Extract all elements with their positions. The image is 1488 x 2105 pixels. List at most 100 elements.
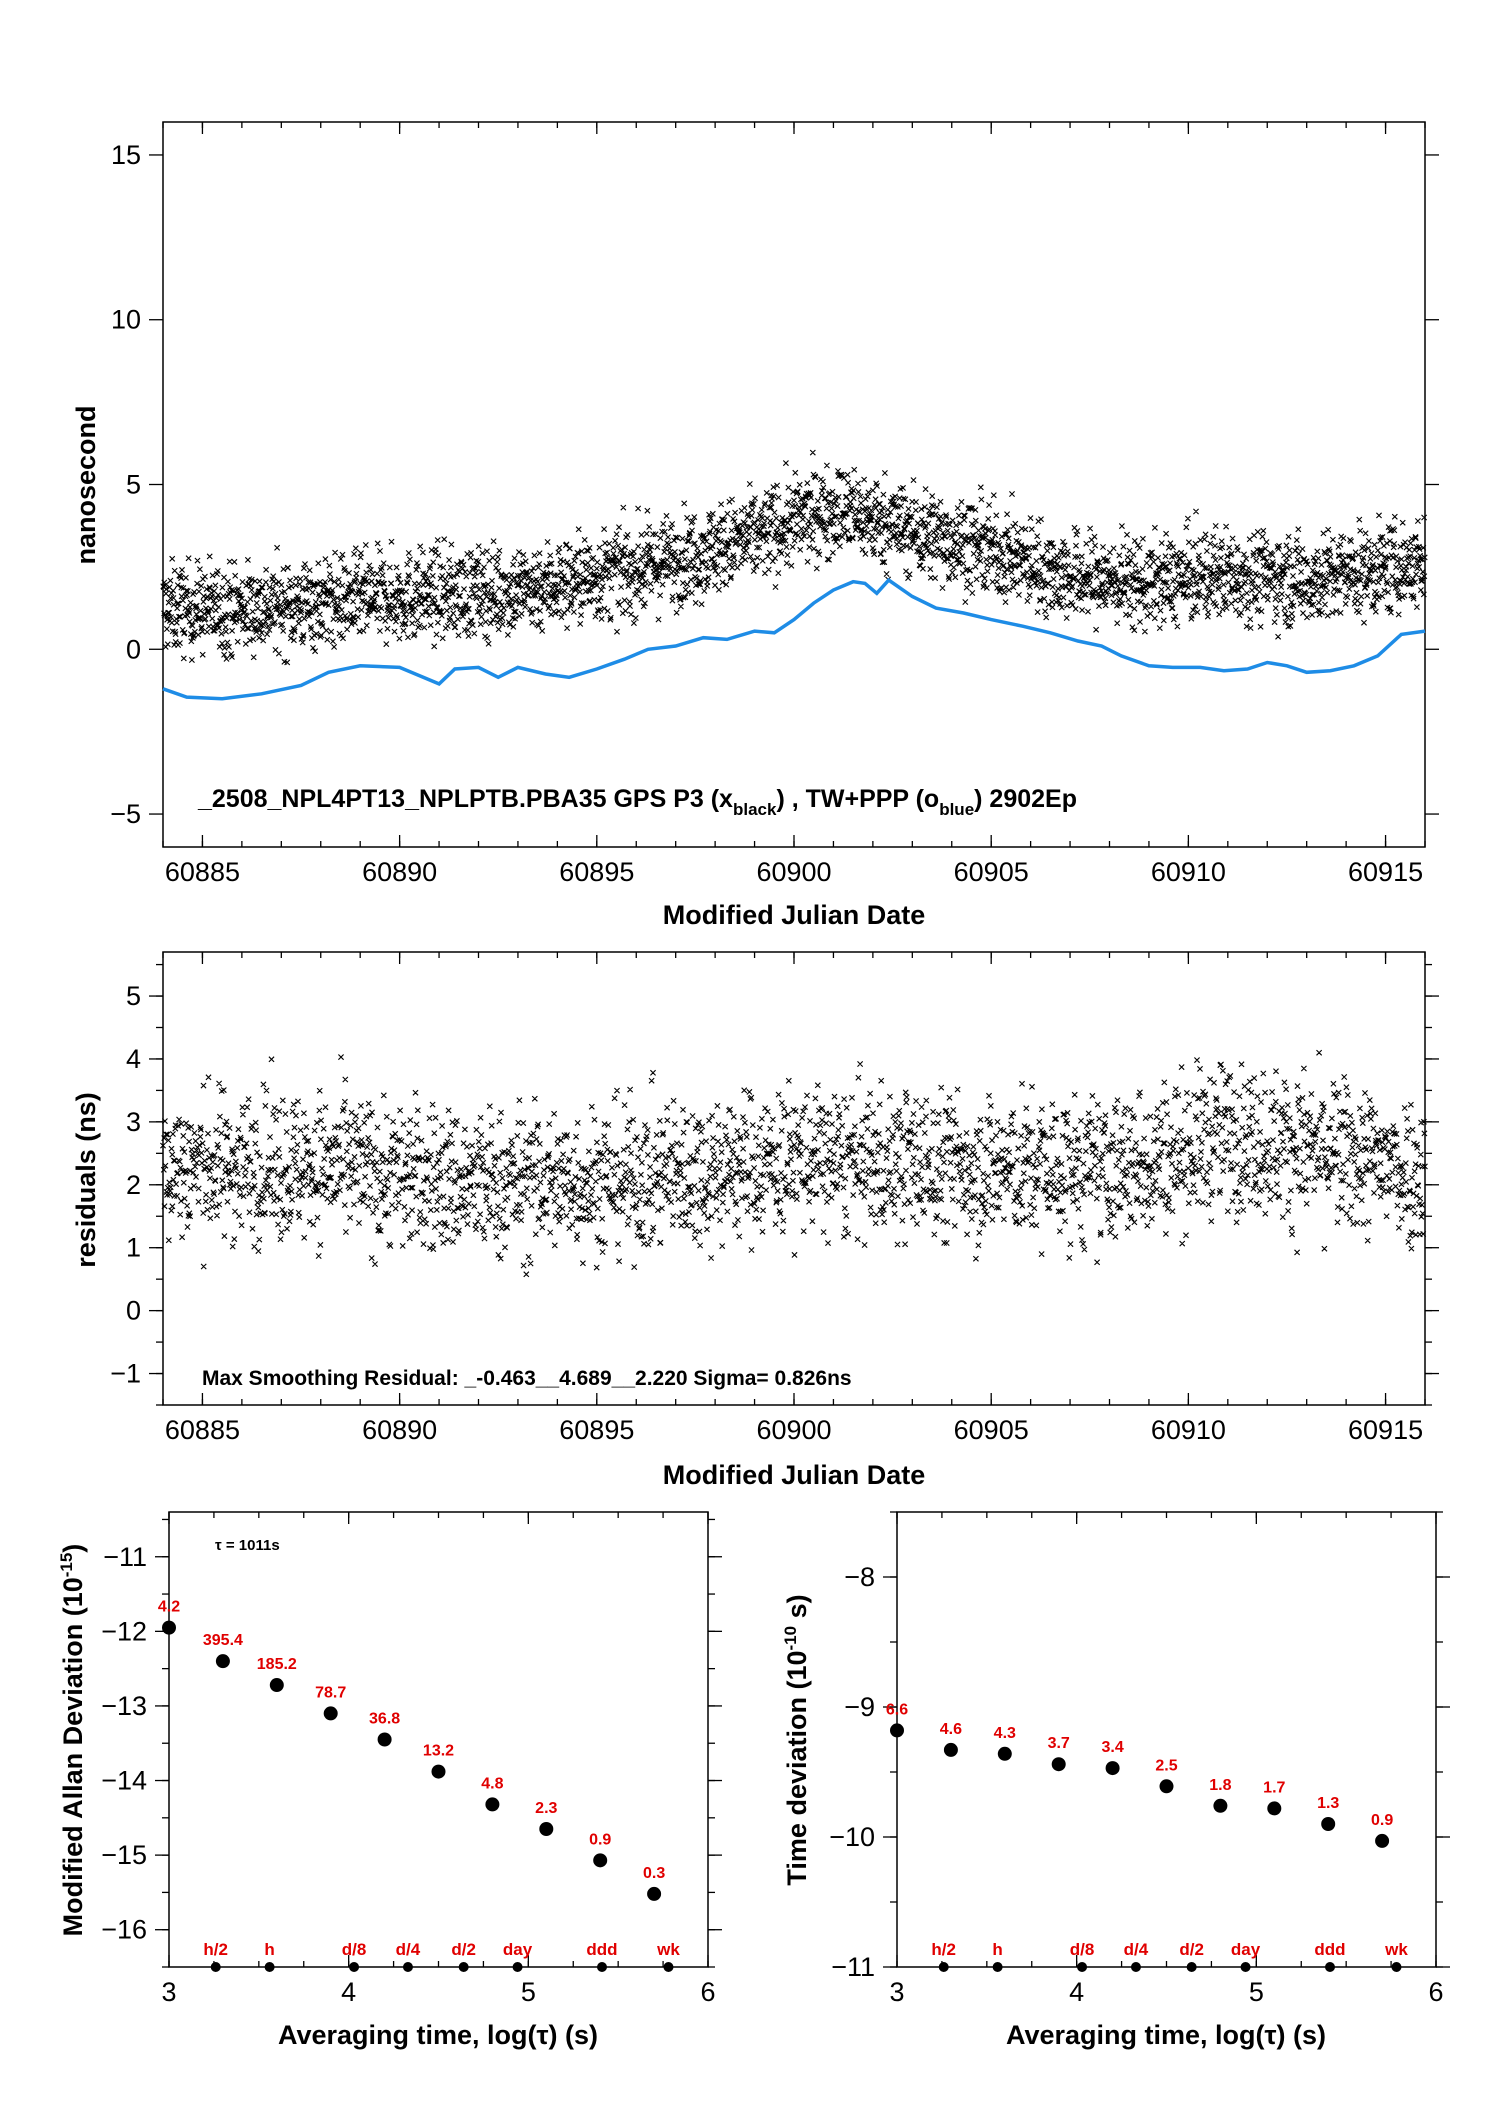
plot-frame [162, 121, 1426, 848]
x-tick-label: 5 [521, 1977, 536, 2007]
mdev-points: 4.2 395.4 185.2 78.7 36.8 13.2 4.8 2.3 0.9 0.3 [158, 1599, 665, 1901]
plot-frame [162, 951, 1426, 1406]
y-tick-label: −10 [829, 1822, 875, 1852]
x-tick-label: 60885 [165, 857, 240, 887]
time-marker-label: d/4 [396, 1940, 421, 1959]
point-label: 4.2 [158, 1599, 180, 1616]
cross-markers [160, 1049, 1428, 1278]
x-tick-label: 60895 [559, 1415, 634, 1445]
point-label: 78.7 [315, 1684, 346, 1701]
point-label: 2.3 [535, 1800, 557, 1817]
data-point [1105, 1761, 1120, 1776]
x-tick-label: 60885 [165, 1415, 240, 1445]
y-tick-label: −12 [101, 1616, 147, 1646]
point-label: 1.8 [1209, 1777, 1231, 1794]
time-marker-dot [992, 1962, 1003, 1972]
data-point [1321, 1817, 1336, 1831]
time-marker-label: d/2 [1179, 1940, 1204, 1959]
point-label: 4.6 [940, 1721, 962, 1738]
data-point [539, 1822, 554, 1837]
x-tick-label: 60890 [362, 857, 437, 887]
data-point [485, 1797, 500, 1812]
data-point [997, 1746, 1012, 1761]
y-axis-label: nanosecond [71, 405, 101, 564]
tau-note: τ = 1011s [215, 1537, 280, 1554]
time-marker-label: wk [1384, 1940, 1408, 1959]
tw-ppp-line [162, 577, 1426, 701]
point-label: 185.2 [257, 1656, 297, 1673]
data-point [593, 1853, 608, 1868]
chart-residuals: 60885 60890 60895 60900 60905 60910 60915 −1 0 1 2… [71, 951, 1439, 1490]
time-marker-dot [1324, 1962, 1335, 1972]
y-tick-label: 5 [126, 981, 141, 1011]
y-tick-label: −11 [831, 1952, 875, 1982]
point-label: 4.8 [481, 1775, 503, 1792]
x-tick-label: 60915 [1348, 1415, 1423, 1445]
x-tick-label: 60895 [559, 857, 634, 887]
cross-markers [160, 449, 1428, 666]
chart-time-series: 60885 60890 60895 60900 60905 60910 60915 −5 0 5 1… [71, 121, 1439, 930]
y-tick-label: −5 [110, 799, 141, 829]
data-point [215, 1654, 230, 1669]
y-tick-label: −16 [101, 1915, 147, 1945]
residual-points [160, 1049, 1428, 1278]
time-marker-dot [264, 1962, 275, 1972]
y-tick-label: −9 [844, 1692, 875, 1722]
point-label: 0.9 [589, 1831, 611, 1848]
x-tick-label: 60910 [1151, 1415, 1226, 1445]
time-marker-label: d/8 [1070, 1940, 1095, 1959]
data-point [1267, 1801, 1282, 1816]
y-tick-label: 10 [111, 305, 141, 335]
y-tick-label: 3 [126, 1107, 141, 1137]
time-marker-dot [512, 1962, 523, 1972]
residual-annotation: Max Smoothing Residual: _-0.463__4.689__… [202, 1367, 852, 1390]
y-tick-label: 1 [126, 1233, 141, 1263]
point-label: 2.5 [1155, 1757, 1177, 1774]
point-label: 4.3 [994, 1725, 1016, 1742]
axis-ticks: 3 4 5 6 −8 −9 −10 −11 [829, 1511, 1450, 2007]
tdev-points: 6.6 4.6 4.3 3.7 3.4 2.5 1.8 1.7 1.3 0.9 [886, 1701, 1393, 1848]
x-tick-label: 60900 [756, 1415, 831, 1445]
data-point [1159, 1779, 1174, 1794]
time-marker-label: ddd [586, 1940, 617, 1959]
data-point [377, 1732, 392, 1747]
x-tick-label: 4 [1069, 1977, 1084, 2007]
time-marker-label: h [992, 1940, 1002, 1959]
time-markers: h/2 h d/8 d/4 d/2 day ddd wk [203, 1940, 680, 1972]
time-marker-dot [349, 1962, 360, 1972]
time-marker-dot [938, 1962, 949, 1972]
y-tick-label: 15 [111, 140, 141, 170]
point-label: 0.3 [643, 1865, 665, 1882]
chart-modified-allan-deviation: 3 4 5 6 −11 −12 −13 −14 −15 −16 h/2 h d/8 d/4 d/2 day d… [57, 1511, 722, 2050]
y-tick-label: 0 [126, 634, 141, 664]
x-tick-label: 5 [1249, 1977, 1264, 2007]
time-marker-label: h [264, 1940, 274, 1959]
y-tick-label: −13 [101, 1691, 147, 1721]
point-label: 3.7 [1048, 1735, 1070, 1752]
data-point [269, 1678, 284, 1693]
time-marker-label: ddd [1314, 1940, 1345, 1959]
time-marker-dot [1240, 1962, 1251, 1972]
x-tick-label: 60900 [756, 857, 831, 887]
time-marker-label: h/2 [203, 1940, 228, 1959]
x-axis-label: Averaging time, log(τ) (s) [1006, 2020, 1326, 2050]
time-marker-label: d/8 [342, 1940, 367, 1959]
data-point [323, 1706, 338, 1721]
axis-ticks: 3 4 5 6 −11 −12 −13 −14 −15 −16 [101, 1512, 722, 2007]
x-tick-label: 60915 [1348, 857, 1423, 887]
x-tick-label: 60905 [954, 857, 1029, 887]
series-annotation: _2508_NPL4PT13_NPLPTB.PBA35 GPS P3 (xbla… [197, 785, 1077, 819]
data-point [162, 1620, 176, 1635]
time-marker-dot [1077, 1962, 1088, 1972]
point-label: 1.3 [1317, 1795, 1339, 1812]
time-marker-dot [458, 1962, 469, 1972]
time-marker-label: day [503, 1940, 533, 1959]
y-tick-label: −14 [101, 1766, 147, 1796]
x-tick-label: 3 [889, 1977, 904, 2007]
time-marker-dot [663, 1962, 674, 1972]
time-marker-label: wk [656, 1940, 680, 1959]
data-point [1051, 1757, 1066, 1772]
x-axis-label: Modified Julian Date [663, 1460, 926, 1490]
point-label: 0.9 [1371, 1812, 1393, 1829]
